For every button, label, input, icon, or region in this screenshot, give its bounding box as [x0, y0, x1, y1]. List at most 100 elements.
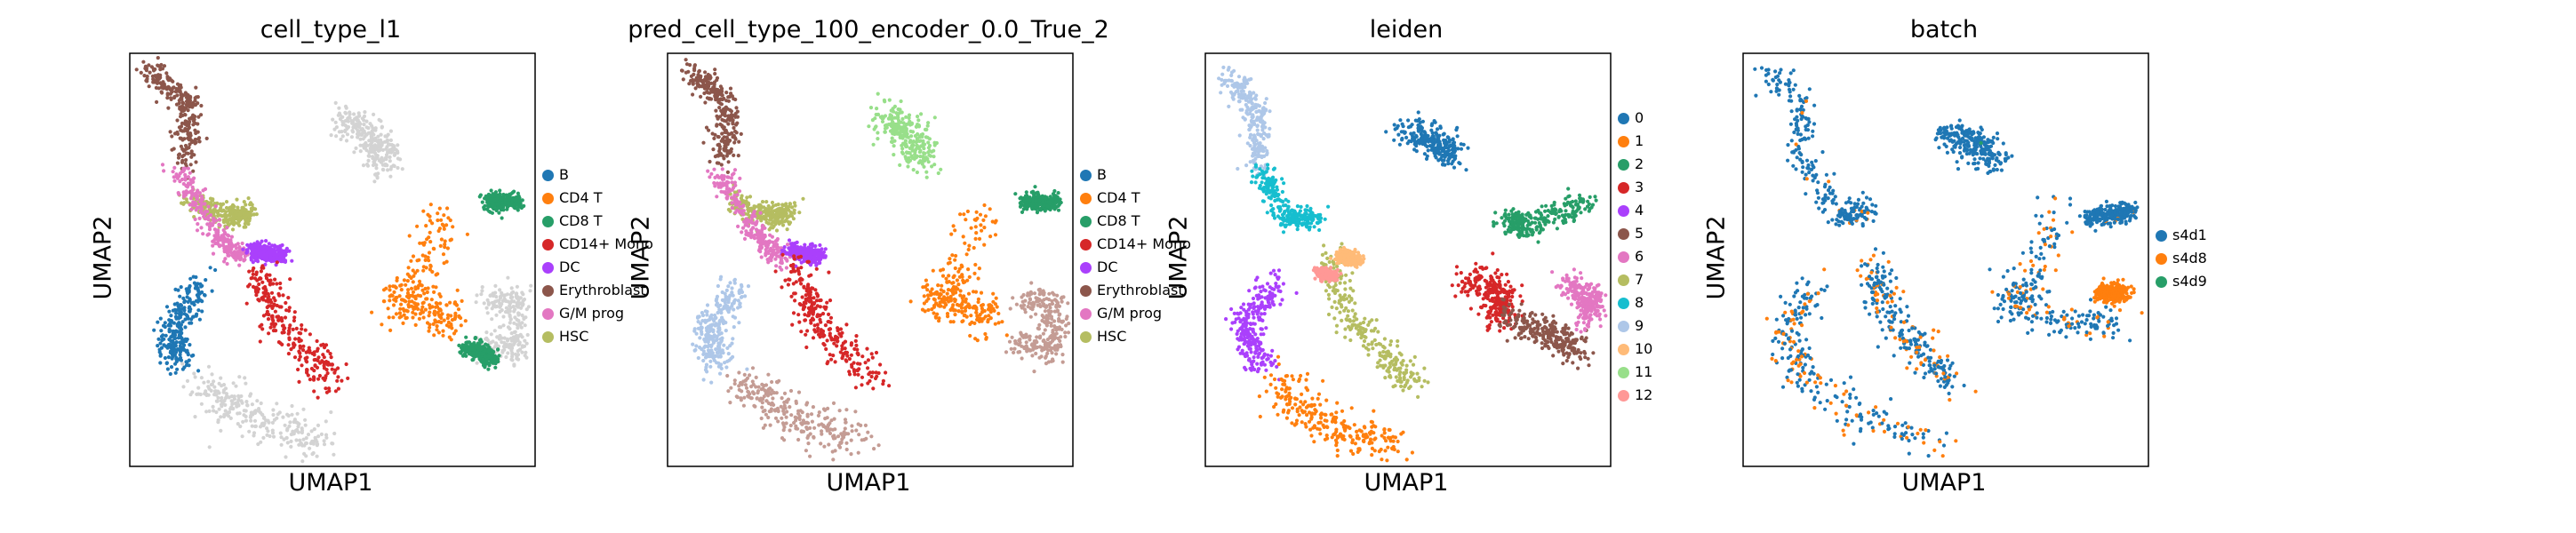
data-point [795, 240, 799, 244]
data-point [161, 333, 165, 338]
data-point [329, 355, 333, 360]
data-point [175, 130, 180, 135]
data-point [509, 298, 515, 304]
data-point [240, 241, 244, 246]
data-point [343, 104, 348, 108]
data-point [765, 245, 770, 250]
data-point [219, 399, 223, 403]
data-point [164, 333, 168, 338]
data-point [689, 74, 693, 78]
data-point [392, 298, 396, 302]
data-point [303, 356, 308, 361]
data-point [700, 331, 704, 337]
data-point [512, 189, 516, 194]
data-point [204, 136, 209, 140]
data-point [171, 343, 175, 347]
data-point [328, 352, 332, 356]
data-point [194, 314, 198, 318]
data-point [722, 343, 726, 347]
data-point [769, 222, 773, 227]
data-point [711, 356, 716, 361]
data-point [204, 393, 209, 397]
data-point [275, 416, 279, 420]
data-point [246, 196, 251, 201]
chart-title: cell_type_l1 [260, 16, 402, 44]
data-point [849, 353, 853, 357]
data-point [490, 306, 494, 311]
data-point [811, 336, 816, 340]
data-point [406, 305, 412, 309]
data-point [782, 391, 788, 395]
data-point [710, 322, 715, 327]
data-point [846, 432, 851, 436]
data-point [254, 272, 259, 276]
data-point [257, 282, 261, 287]
data-point [282, 327, 286, 331]
data-point [485, 338, 490, 342]
data-point [699, 322, 703, 326]
data-point [489, 197, 493, 202]
data-point [427, 314, 431, 318]
data-point [497, 354, 501, 358]
data-point [185, 295, 189, 299]
data-point [248, 394, 252, 398]
data-point [884, 370, 888, 375]
data-point [210, 289, 214, 293]
data-point [881, 382, 885, 386]
data-point [273, 309, 277, 314]
data-point [167, 327, 172, 331]
data-point [811, 317, 816, 322]
data-point [319, 432, 324, 436]
data-point [787, 238, 792, 243]
legend-marker [542, 307, 554, 320]
data-point [738, 200, 742, 204]
data-point [502, 347, 507, 352]
data-point [295, 411, 300, 416]
data-point [707, 97, 711, 101]
data-point [715, 154, 719, 158]
data-point [802, 259, 806, 264]
data-point [739, 282, 744, 287]
data-point [293, 337, 298, 341]
data-point [212, 409, 216, 413]
data-point [787, 277, 791, 282]
data-point [805, 259, 810, 264]
data-point [499, 205, 503, 210]
data-point [186, 98, 190, 102]
data-point [168, 350, 172, 354]
data-point [406, 294, 411, 298]
data-point [219, 415, 223, 419]
data-point [321, 353, 325, 357]
data-point [206, 214, 211, 219]
data-point [144, 78, 148, 83]
data-point [286, 352, 291, 356]
data-point [187, 288, 191, 292]
data-point [232, 255, 236, 260]
data-point [773, 416, 779, 420]
data-point [391, 315, 396, 320]
data-point [298, 346, 302, 350]
data-point [384, 155, 388, 160]
data-point [244, 203, 248, 207]
data-point [260, 423, 264, 427]
data-point [799, 266, 804, 270]
data-point [409, 286, 414, 290]
data-point [723, 139, 727, 144]
data-point [286, 343, 291, 347]
data-point [435, 324, 439, 329]
data-point [737, 139, 741, 144]
data-point [184, 93, 189, 98]
data-point [719, 163, 724, 167]
data-point [426, 286, 430, 290]
data-point [860, 375, 865, 379]
data-point [319, 343, 324, 347]
data-point [796, 409, 801, 413]
data-point [401, 321, 405, 325]
data-point [190, 194, 195, 198]
data-point [501, 192, 506, 197]
data-point [726, 300, 731, 305]
data-point [876, 443, 881, 448]
data-point [727, 358, 732, 362]
data-point [333, 389, 338, 394]
data-point [190, 185, 195, 189]
